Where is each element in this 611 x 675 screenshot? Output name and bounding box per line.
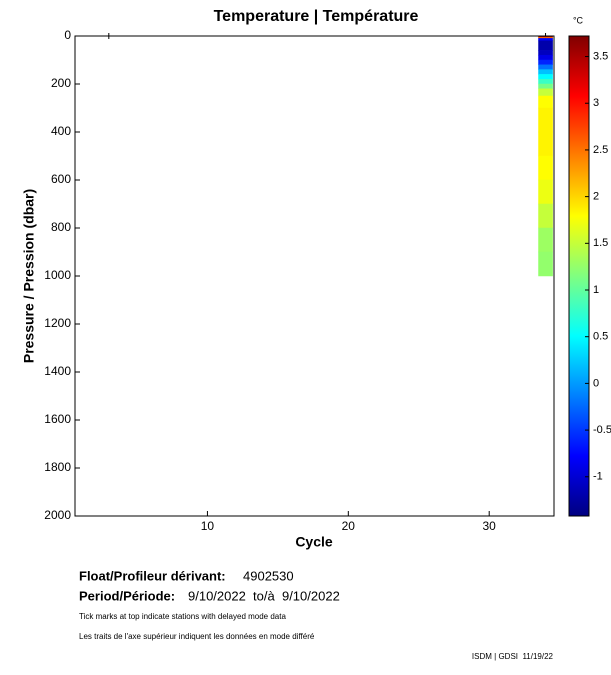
heatmap-cell <box>538 69 553 75</box>
x-tick-label: 30 <box>483 519 497 533</box>
y-tick-label: 200 <box>51 76 71 90</box>
colorbar-tick-label: 3 <box>593 97 599 109</box>
heatmap-cell <box>538 95 553 109</box>
colorbar-tick-label: 3.5 <box>593 50 608 62</box>
heatmap-cell <box>538 54 553 61</box>
colorbar-tick-label: -1 <box>593 471 603 483</box>
heatmap-cell <box>538 74 553 80</box>
heatmap-cell <box>538 38 553 42</box>
colorbar-label: °C <box>573 15 584 25</box>
x-axis-label: Cycle <box>295 534 333 550</box>
heatmap-cell <box>538 107 553 133</box>
heatmap-cell <box>538 131 553 157</box>
colorbar-tick-label: 0.5 <box>593 331 608 343</box>
x-tick-label: 10 <box>201 519 215 533</box>
heatmap-cell <box>538 88 553 97</box>
period-label: Period/Période: <box>79 588 175 603</box>
period: 9/10/2022 to/à 9/10/2022 <box>188 588 340 603</box>
colorbar <box>568 35 590 517</box>
heatmap-cell <box>538 251 553 277</box>
heatmap-cell <box>538 83 553 90</box>
credit: ISDM | GDSI 11/19/22 <box>472 652 554 661</box>
y-axis-label: Pressure / Pression (dbar) <box>21 189 37 363</box>
colorbar-tick-label: 0 <box>593 377 599 389</box>
heatmap-cell <box>538 155 553 181</box>
x-tick-label: 20 <box>342 519 356 533</box>
colorbar-tick-label: 1 <box>593 284 599 296</box>
heatmap-cell <box>538 203 553 229</box>
heatmap-cell <box>538 227 553 253</box>
y-tick-label: 1200 <box>44 316 71 330</box>
y-tick-label: 1800 <box>44 460 71 474</box>
heatmap-cell <box>538 50 553 56</box>
note-en: Tick marks at top indicate stations with… <box>79 612 286 621</box>
colorbar-tick-label: 2.5 <box>593 144 608 156</box>
colorbar-tick-label: 2 <box>593 191 599 203</box>
heatmap-cell <box>538 64 553 70</box>
y-tick-label: 400 <box>51 124 71 138</box>
colorbar-tick-label: -0.5 <box>593 424 611 436</box>
y-tick-label: 2000 <box>44 508 71 522</box>
colorbar-tick-label: 1.5 <box>593 237 608 249</box>
float-id: 4902530 <box>243 568 294 583</box>
chart-title: Temperature | Température <box>214 8 419 25</box>
heatmap-cell <box>538 59 553 66</box>
note-fr: Les traits de l'axe supérieur indiquent … <box>79 632 315 641</box>
heatmap-cell <box>538 179 553 205</box>
y-tick-label: 1600 <box>44 412 71 426</box>
y-tick-label: 600 <box>51 172 71 186</box>
heatmap-cell <box>538 40 553 51</box>
heatmap-cell <box>538 78 553 85</box>
y-tick-label: 800 <box>51 220 71 234</box>
y-tick-label: 1400 <box>44 364 71 378</box>
y-tick-label: 1000 <box>44 268 71 282</box>
float-label: Float/Profileur dérivant: <box>79 568 226 583</box>
y-tick-label: 0 <box>64 28 71 42</box>
plot-frame <box>74 35 555 517</box>
